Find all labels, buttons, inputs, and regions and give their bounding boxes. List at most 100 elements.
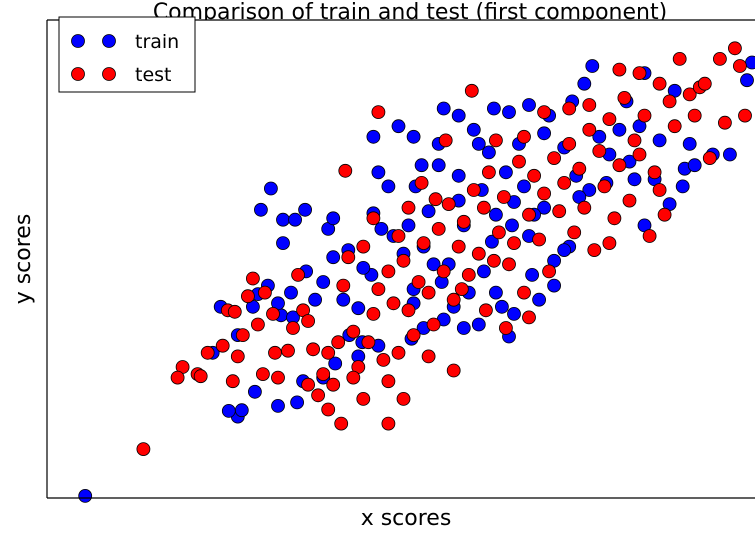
train-point-23	[253, 202, 268, 217]
test-point-80	[612, 158, 627, 173]
test-point-63	[527, 168, 541, 183]
test-point-74	[582, 122, 597, 137]
train-point-57	[436, 101, 451, 116]
test-point-57	[496, 190, 511, 204]
train-point-47	[507, 306, 521, 321]
legend-label-train: train	[135, 31, 179, 53]
train-point-56	[451, 108, 466, 123]
test-point-30	[361, 335, 376, 350]
train-point-34	[426, 257, 441, 272]
train-point-48	[532, 292, 546, 307]
train-point-110	[316, 275, 331, 289]
test-point-75	[587, 243, 602, 258]
x-axis-label: x scores	[361, 506, 452, 531]
test-point-82	[622, 193, 637, 208]
train-point-130	[326, 211, 341, 226]
test-point-6	[235, 328, 250, 343]
test-point-85	[637, 108, 652, 123]
test-point-136	[582, 98, 597, 112]
test-point-54	[481, 165, 496, 180]
train-point-53	[498, 165, 513, 180]
test-point-71	[567, 225, 582, 240]
test-point-39	[406, 328, 421, 343]
test-point-113	[446, 363, 461, 378]
test-point-90	[662, 94, 677, 109]
train-point-74	[612, 122, 627, 137]
test-point-22	[321, 345, 336, 360]
test-point-139	[652, 183, 667, 197]
test-point-131	[522, 310, 536, 325]
test-point-103	[301, 377, 316, 392]
test-point-56	[491, 225, 506, 240]
train-point-119	[627, 172, 642, 187]
test-point-58	[502, 257, 516, 272]
test-point-8	[245, 271, 260, 286]
train-point-115	[484, 234, 499, 249]
train-point-71	[582, 183, 597, 197]
test-point-79	[607, 211, 622, 226]
train-point-68	[537, 126, 551, 141]
test-point-114	[346, 370, 361, 385]
train-point-6	[290, 395, 305, 410]
test-point-137	[612, 62, 627, 77]
test-point-129	[478, 303, 493, 318]
test-point-120	[401, 200, 416, 215]
train-point-91	[486, 101, 501, 116]
y-axis-label: y scores	[11, 214, 36, 305]
train-point-89	[522, 98, 536, 112]
test-point-41	[416, 236, 431, 251]
test-point-109	[170, 370, 185, 385]
test-point-53	[476, 200, 491, 215]
legend-marker-train-1	[102, 34, 116, 48]
test-point-36	[391, 345, 406, 360]
train-point-85	[585, 59, 600, 73]
test-point-59	[507, 236, 521, 251]
train-point-95	[381, 179, 396, 194]
test-point-124	[366, 211, 381, 226]
test-point-126	[391, 229, 406, 243]
train-point-21	[326, 250, 341, 265]
test-point-76	[592, 144, 607, 158]
train-point-61	[451, 168, 466, 183]
test-point-31	[366, 306, 381, 321]
test-point-123	[464, 83, 479, 98]
test-point-10	[257, 285, 272, 300]
legend-label-test: test	[135, 64, 172, 86]
train-point-51	[537, 200, 551, 215]
test-point-132	[488, 133, 503, 148]
test-point-104	[255, 367, 270, 382]
train-point-41	[494, 299, 509, 314]
test-point-122	[438, 133, 453, 148]
test-point-44	[431, 221, 446, 236]
test-point-25	[336, 278, 351, 293]
train-point-90	[502, 105, 516, 119]
test-point-97	[738, 108, 752, 123]
train-point-29	[374, 221, 389, 236]
test-point-106	[225, 374, 240, 389]
test-point-35	[386, 296, 401, 311]
train-point-16	[284, 285, 298, 300]
test-point-14	[281, 343, 295, 358]
test-point-62	[522, 207, 536, 222]
test-point-140	[602, 236, 617, 251]
train-point-31	[401, 218, 416, 233]
test-point-66	[542, 264, 556, 279]
train-point-52	[517, 179, 531, 194]
test-point-52	[471, 246, 486, 261]
test-point-86	[642, 229, 657, 243]
test-point-94	[687, 108, 702, 123]
test-point-19	[306, 342, 321, 357]
train-point-63	[488, 207, 503, 222]
train-point-64	[505, 218, 519, 233]
train-point-81	[675, 179, 690, 194]
test-point-100	[702, 151, 717, 166]
test-point-116	[334, 416, 349, 431]
legend-marker-test-1	[102, 67, 116, 81]
test-point-70	[562, 136, 577, 151]
test-point-101	[713, 52, 727, 66]
test-point-15	[286, 321, 300, 335]
test-point-20	[311, 388, 326, 403]
train-point-105	[745, 55, 755, 70]
test-point-68	[552, 204, 567, 219]
